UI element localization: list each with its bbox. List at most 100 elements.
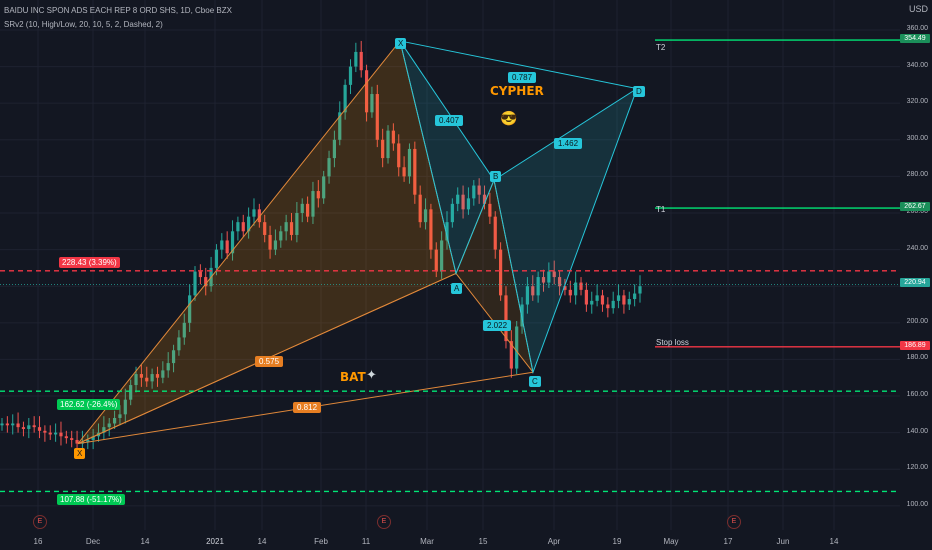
- candle-body: [423, 209, 428, 223]
- candle-body: [531, 286, 535, 296]
- candle-body: [482, 194, 487, 204]
- candle-body: [241, 222, 245, 232]
- price-axis-tick: 160.00: [906, 391, 928, 399]
- cypher-triangle-xab: [399, 40, 495, 276]
- candle-body: [552, 271, 556, 278]
- price-axis-flag: 262.67: [900, 202, 930, 212]
- candle-body: [27, 425, 31, 429]
- candle-body: [86, 439, 90, 442]
- candle-body: [595, 295, 599, 301]
- price-axis-tick: 180.00: [906, 354, 928, 362]
- candle-body: [305, 203, 310, 217]
- earnings-event-icon[interactable]: E: [377, 515, 391, 529]
- cypher-point-a: A: [451, 283, 463, 294]
- candle-body: [166, 363, 170, 371]
- candle-body: [407, 148, 412, 177]
- candle-body: [252, 209, 256, 217]
- candle-body: [257, 209, 261, 223]
- bat-triangle-xab: [77, 39, 457, 445]
- candle-body: [48, 432, 52, 435]
- candle-body: [284, 222, 288, 232]
- candle-body: [59, 432, 63, 437]
- candle-body: [466, 198, 471, 210]
- candle-body: [434, 249, 438, 272]
- candle-body: [375, 94, 379, 140]
- candle-body: [568, 289, 572, 296]
- candle-body: [574, 282, 578, 296]
- indicator-label[interactable]: SRv2 (10, High/Low, 20, 10, 5, 2, Dashed…: [4, 20, 163, 29]
- time-axis-tick: Feb: [314, 537, 328, 546]
- candle-body: [616, 295, 621, 301]
- candle-body: [11, 423, 15, 426]
- cypher-point-c: C: [529, 376, 541, 387]
- candle-body: [37, 427, 42, 431]
- candle-body: [21, 427, 26, 429]
- support-level-label-2: 107.88 (-51.17%): [57, 494, 125, 505]
- price-axis-tick: 240.00: [906, 244, 928, 252]
- candle-body: [338, 112, 342, 140]
- cypher-point-x: X: [395, 38, 407, 49]
- candle-body: [488, 203, 492, 217]
- candle-body: [225, 240, 229, 254]
- candle-body: [279, 231, 283, 241]
- candle-body: [0, 423, 4, 426]
- cypher-triangle-bcd: [493, 87, 638, 375]
- candle-body: [300, 203, 304, 213]
- candle-body: [54, 432, 58, 435]
- price-axis-tick: 200.00: [906, 317, 928, 325]
- candle-body: [32, 425, 36, 428]
- candle-body: [386, 130, 390, 159]
- candle-body: [493, 216, 497, 250]
- candle-body: [563, 286, 567, 290]
- cypher-point-d: D: [633, 86, 645, 97]
- candle-body: [155, 374, 160, 378]
- candle-body: [102, 427, 106, 433]
- price-axis-tick: 320.00: [906, 98, 928, 106]
- candle-body: [402, 167, 406, 177]
- candle-body: [316, 191, 320, 199]
- candle-body: [472, 185, 476, 199]
- cypher-ratio-label: 1.462: [554, 138, 583, 149]
- candle-body: [359, 51, 363, 71]
- candle-body: [461, 194, 465, 210]
- candle-body: [354, 51, 358, 67]
- candle-body: [520, 304, 524, 327]
- candle-body: [611, 300, 615, 309]
- candle-body: [295, 212, 299, 235]
- candle-body: [145, 377, 149, 382]
- earnings-event-icon[interactable]: E: [33, 515, 47, 529]
- price-axis-tick: 140.00: [906, 427, 928, 435]
- candle-body: [397, 143, 401, 168]
- candle-body: [440, 240, 444, 272]
- price-axis-tick: 360.00: [906, 24, 928, 32]
- price-axis-tick: 120.00: [906, 464, 928, 472]
- support-level-label: 162.62 (-26.4%): [57, 399, 121, 410]
- price-axis-tick: 260.00: [906, 207, 928, 215]
- currency-label[interactable]: USD: [908, 4, 928, 14]
- candle-body: [456, 194, 460, 204]
- candle-body: [75, 439, 79, 444]
- candle-body: [5, 423, 9, 426]
- candle-body: [16, 423, 20, 428]
- time-axis-tick: 14: [140, 537, 150, 546]
- candle-body: [450, 203, 454, 223]
- candle-body: [348, 66, 353, 85]
- candle-body: [541, 277, 546, 283]
- price-axis-flag: 186.89: [900, 340, 930, 350]
- candle-body: [177, 337, 181, 351]
- candle-body: [123, 399, 127, 415]
- stop-loss-label: Stop loss: [656, 338, 689, 347]
- candle-body: [429, 209, 433, 250]
- bat-pattern-title: BAT: [340, 370, 366, 384]
- bat-icon: ✦: [366, 367, 377, 382]
- candle-body: [391, 130, 395, 144]
- candle-body: [273, 240, 278, 250]
- candle-body: [370, 94, 374, 113]
- cypher-point-b: B: [490, 171, 502, 182]
- earnings-event-icon[interactable]: E: [727, 515, 741, 529]
- candle-body: [515, 326, 519, 369]
- candle-body: [509, 341, 513, 369]
- candle-body: [43, 430, 47, 433]
- candle-body: [220, 240, 224, 250]
